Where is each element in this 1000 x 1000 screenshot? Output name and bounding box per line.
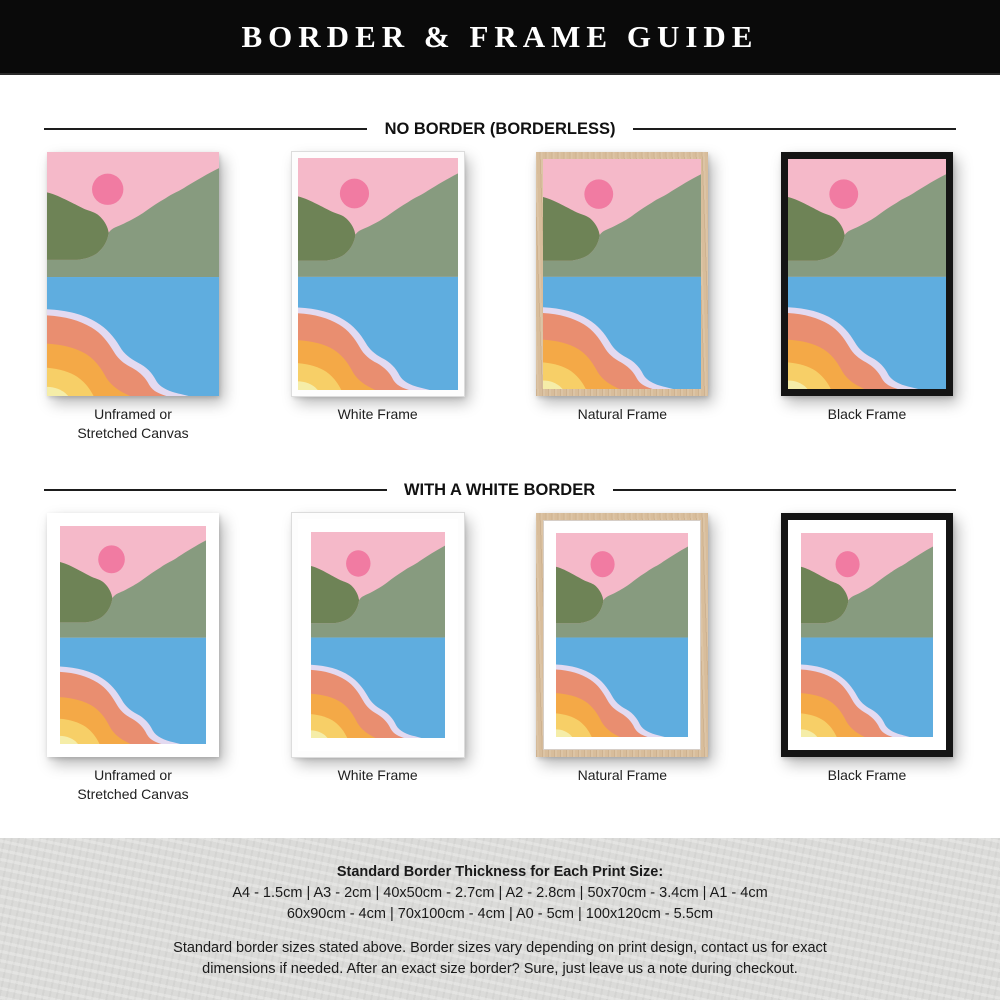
divider-line bbox=[612, 489, 956, 491]
print-row-white-border: Unframed or Stretched Canvas White Frame bbox=[0, 512, 1000, 804]
section-title: WITH A WHITE BORDER bbox=[404, 480, 596, 499]
abstract-landscape-art bbox=[543, 159, 702, 389]
abstract-landscape-art bbox=[47, 152, 219, 396]
print-natural-frame bbox=[536, 152, 709, 396]
print-option-label: Black Frame bbox=[827, 406, 907, 422]
abstract-landscape-art bbox=[787, 159, 946, 389]
print-option-unframed: Unframed or Stretched Canvas bbox=[28, 152, 238, 443]
footer-heading: Standard Border Thickness for Each Print… bbox=[336, 864, 664, 880]
print-option-unframed: Unframed or Stretched Canvas bbox=[28, 513, 238, 804]
print-unframed bbox=[47, 513, 219, 757]
border-thickness-footer: Standard Border Thickness for Each Print… bbox=[0, 838, 1000, 1000]
print-black-frame bbox=[780, 152, 953, 396]
footer-note: Standard border sizes stated above. Bord… bbox=[173, 940, 827, 977]
page-title: BORDER & FRAME GUIDE bbox=[241, 18, 759, 54]
divider-line bbox=[633, 128, 957, 130]
section-title: NO BORDER (BORDERLESS) bbox=[384, 119, 616, 138]
print-option-label: Natural Frame bbox=[577, 406, 668, 422]
abstract-landscape-art bbox=[297, 158, 458, 390]
abstract-landscape-art bbox=[60, 526, 206, 744]
print-option-label: White Frame bbox=[337, 406, 418, 422]
print-option-label: Unframed or Stretched Canvas bbox=[77, 406, 189, 441]
print-white-frame bbox=[290, 512, 465, 758]
print-option-label: Natural Frame bbox=[577, 767, 668, 783]
section-heading-white-border: WITH A WHITE BORDER bbox=[44, 480, 956, 500]
print-option-natural-frame: Natural Frame bbox=[517, 152, 727, 443]
abstract-landscape-art bbox=[556, 533, 689, 737]
print-white-frame bbox=[290, 151, 465, 397]
print-row-borderless: Unframed or Stretched Canvas White Frame bbox=[0, 151, 1000, 443]
abstract-landscape-art bbox=[310, 532, 445, 738]
print-option-black-frame: Black Frame bbox=[762, 513, 972, 804]
sizes-line-2: 60x90cm - 4cm | 70x100cm - 4cm | A0 - 5c… bbox=[286, 906, 714, 922]
divider-line bbox=[44, 489, 388, 491]
print-option-label: Unframed or Stretched Canvas bbox=[77, 767, 189, 802]
section-heading-no-border: NO BORDER (BORDERLESS) bbox=[44, 119, 957, 139]
print-black-frame bbox=[780, 513, 953, 757]
divider-line bbox=[44, 128, 367, 130]
print-option-white-frame: White Frame bbox=[273, 512, 483, 804]
header-bar: BORDER & FRAME GUIDE bbox=[0, 0, 1000, 75]
print-option-white-frame: White Frame bbox=[273, 151, 483, 443]
print-unframed bbox=[47, 152, 219, 396]
print-option-label: White Frame bbox=[337, 767, 418, 783]
sizes-line-1: A4 - 1.5cm | A3 - 2cm | 40x50cm - 2.7cm … bbox=[232, 885, 768, 901]
print-option-natural-frame: Natural Frame bbox=[517, 513, 727, 804]
print-option-black-frame: Black Frame bbox=[762, 152, 972, 443]
abstract-landscape-art bbox=[800, 533, 933, 737]
print-option-label: Black Frame bbox=[827, 767, 907, 783]
print-natural-frame bbox=[536, 513, 709, 757]
